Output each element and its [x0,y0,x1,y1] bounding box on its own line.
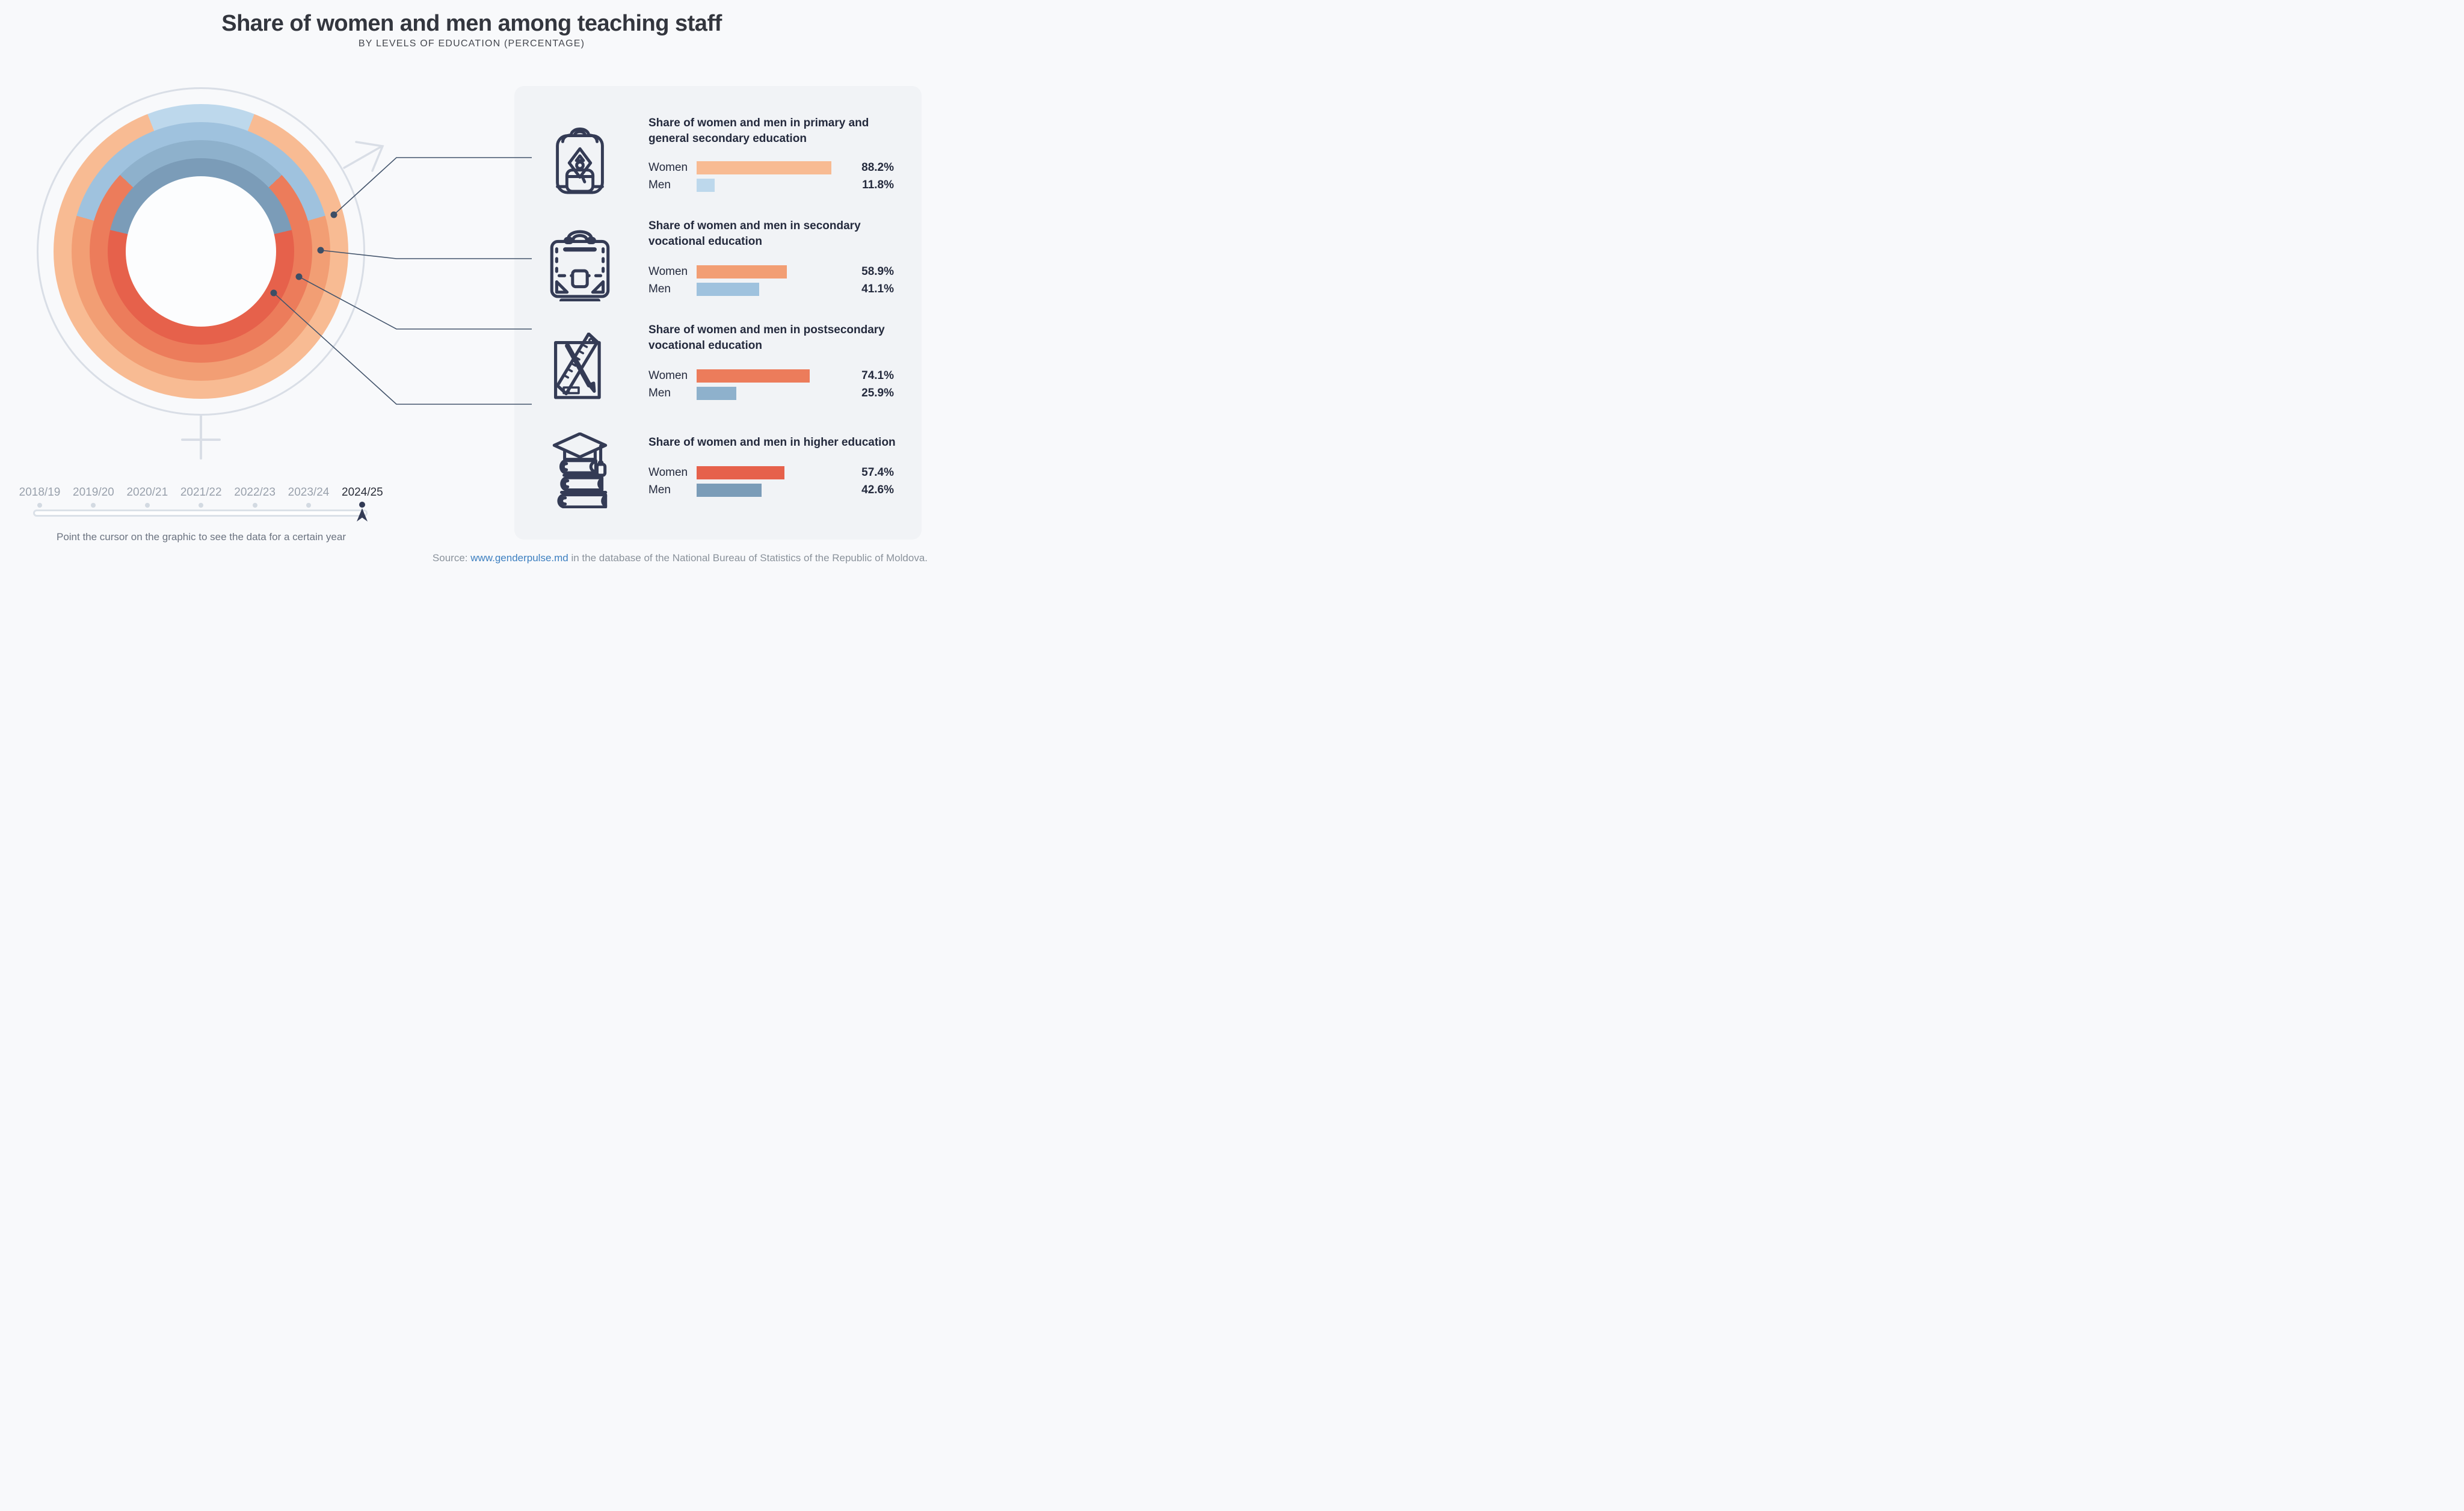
timeline-track[interactable] [33,509,368,517]
bar-row-secvoc-men: Men 41.1% [648,283,896,296]
timeline-dot-2020-21[interactable] [144,503,150,508]
men-label: Men [648,387,671,399]
women-value: 58.9% [861,265,894,278]
bar-row-postsec-women: Women 74.1% [648,369,896,383]
timeline-year-2021-22[interactable]: 2021/22 [180,486,222,499]
female-symbol-stem [200,414,202,460]
timeline-dot-2023-24[interactable] [306,503,311,508]
timeline-year-2018-19[interactable]: 2018/19 [19,486,61,499]
women-value: 74.1% [861,369,894,382]
women-value: 57.4% [861,466,894,479]
section-title-higher-education: Share of women and men in higher educati… [648,436,896,449]
men-label: Men [648,283,671,295]
men-value: 25.9% [861,387,894,399]
graduation-books-icon [542,432,618,508]
timeline-dot-2022-23[interactable] [252,503,257,508]
bar-row-secvoc-women: Women 58.9% [648,265,896,279]
men-bar [697,179,715,192]
bar-row-higher-women: Women 57.4% [648,466,896,479]
timeline-year-2020-21[interactable]: 2020/21 [126,486,168,499]
women-bar [697,161,831,174]
women-bar [697,265,787,279]
men-value: 42.6% [861,484,894,496]
timeline-year-2022-23[interactable]: 2022/23 [234,486,276,499]
timeline-dot-2018-19[interactable] [37,503,42,508]
bar-row-primary-women: Women 88.2% [648,161,896,174]
donut-hole [126,176,276,327]
men-value: 41.1% [861,283,894,295]
section-title-primary: Share of women and men in primary and ge… [648,117,869,145]
timeline-cursor-marker[interactable] [357,508,368,522]
women-label: Women [648,161,688,174]
page-title: Share of women and men among teaching st… [221,11,722,36]
timeline-year-2023-24[interactable]: 2023/24 [288,486,330,499]
men-label: Men [648,179,671,191]
pencil-ruler-icon [542,333,618,401]
bar-row-primary-men: Men 11.8% [648,179,896,192]
timeline-dot-2021-22[interactable] [199,503,204,508]
backpack-icon [542,120,618,196]
women-label: Women [648,466,688,479]
source-suffix: in the database of the National Bureau o… [568,552,928,564]
source-link[interactable]: www.genderpulse.md [470,552,568,564]
men-bar [697,283,760,296]
section-title-secondary-vocational: Share of women and men in secondary voca… [648,220,861,248]
male-arrow-icon [343,141,384,172]
bar-row-postsec-men: Men 25.9% [648,387,896,400]
timeline-dot-2024-25[interactable] [359,502,366,508]
women-label: Women [648,265,688,278]
timeline-year-2019-20[interactable]: 2019/20 [73,486,114,499]
section-title-postsecondary-vocational: Share of women and men in postsecondary … [648,324,885,352]
men-bar [697,387,736,400]
timeline-dot-2019-20[interactable] [91,503,96,508]
infographic: Share of women and men among teaching st… [0,0,943,579]
women-label: Women [648,369,688,382]
women-bar [697,369,810,383]
men-value: 11.8% [862,179,894,191]
timeline-year-2024-25[interactable]: 2024/25 [342,486,383,499]
page-subtitle: BY LEVELS OF EDUCATION (PERCENTAGE) [358,38,585,49]
female-symbol-crossbar [181,439,221,441]
source-line: Source: www.genderpulse.md in the databa… [0,552,928,564]
men-label: Men [648,484,671,496]
men-bar [697,484,762,497]
briefcase-icon [542,224,618,301]
women-bar [697,466,784,479]
women-value: 88.2% [861,161,894,174]
source-prefix: Source: [432,552,471,564]
timeline-hint: Point the cursor on the graphic to see t… [56,531,346,543]
legend-panel: Share of women and men in primary and ge… [514,86,922,540]
bar-row-higher-men: Men 42.6% [648,484,896,497]
